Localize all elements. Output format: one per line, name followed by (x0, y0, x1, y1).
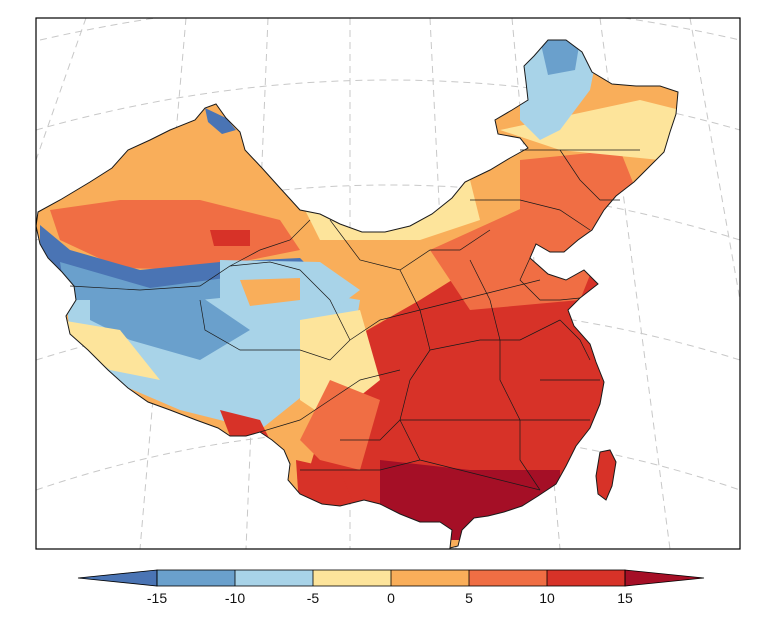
colorbar-tick-label: 0 (387, 590, 395, 606)
province-borders (69, 149, 640, 491)
colorbar-bin (469, 570, 547, 586)
colorbar: -15 -10 -5 0 5 10 15 (77, 569, 705, 606)
colorbar-tick-label: -10 (225, 590, 245, 606)
colorbar-bin (391, 570, 469, 586)
colorbar-bin (313, 570, 391, 586)
colorbar-bin (157, 570, 235, 586)
colorbar-extend-high (624, 569, 705, 587)
colorbar-tick-label: -15 (147, 590, 167, 606)
colorbar-bin (547, 570, 625, 586)
colorbar-bin (235, 570, 313, 586)
colorbar-tick-label: 5 (465, 590, 473, 606)
colorbar-extend-low (77, 569, 158, 587)
colorbar-tick-label: 10 (539, 590, 555, 606)
colorbar-tick-label: 15 (617, 590, 633, 606)
colorbar-tick-label: -5 (307, 590, 320, 606)
map-frame (35, 17, 741, 550)
